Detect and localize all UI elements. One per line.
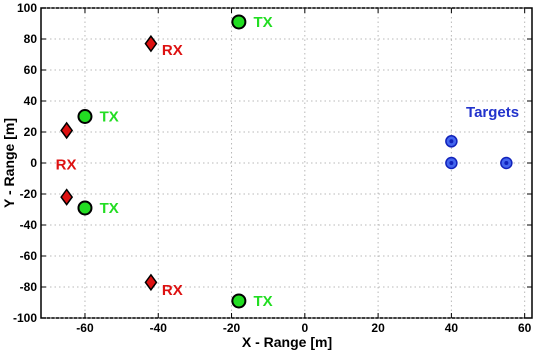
target-point-center: [504, 161, 509, 165]
x-tick-label: -20: [223, 321, 241, 335]
x-tick-label: 60: [518, 321, 532, 335]
axis-ticks: -60 -40 -20 0 20 40 60 -100 -80 -60 -40 -20 0 20 40 60 8…: [13, 1, 532, 335]
x-tick-label: -60: [76, 321, 94, 335]
y-tick-label: -20: [20, 187, 38, 201]
x-tick-label: -40: [150, 321, 168, 335]
y-tick-label: 40: [24, 94, 38, 108]
rx-point: [60, 188, 74, 206]
x-tick-label: 40: [445, 321, 459, 335]
y-tick-label: -100: [13, 311, 37, 325]
tx-point: [231, 293, 247, 309]
y-tick-label: 20: [24, 125, 38, 139]
y-tick-label: -80: [20, 280, 38, 294]
y-tick-label: 100: [17, 1, 37, 15]
rx-point: [60, 121, 74, 140]
target-point-center: [449, 161, 454, 165]
y-tick-label: -60: [20, 249, 38, 263]
annotation-label: RX: [162, 42, 183, 59]
annotation-label: TX: [100, 109, 119, 126]
annotation-label: TX: [100, 200, 119, 217]
plot-area: [40, 7, 533, 319]
y-tick-label: 0: [30, 156, 37, 170]
tx-point: [77, 109, 93, 124]
tx-point: [77, 200, 93, 216]
x-tick-label: 20: [371, 321, 385, 335]
y-tick-label: 80: [24, 32, 38, 46]
annotation-label: Targets: [466, 104, 519, 121]
annotations: TX TX TX TX RX RX RX Targets: [56, 14, 519, 310]
tx-point: [231, 14, 247, 30]
y-tick-label: 60: [24, 63, 38, 77]
rx-point: [144, 34, 158, 53]
rx-point: [144, 273, 158, 292]
x-tick-label: 0: [301, 321, 308, 335]
annotation-label: TX: [254, 14, 273, 31]
y-axis-label: Y - Range [m]: [1, 118, 17, 208]
annotation-label: TX: [254, 293, 273, 310]
x-axis-label: X - Range [m]: [242, 334, 332, 350]
target-point-center: [449, 139, 454, 144]
annotation-label: RX: [56, 157, 77, 174]
annotation-label: RX: [162, 282, 183, 299]
grid-lines: [41, 7, 532, 319]
data-marks: [60, 14, 513, 309]
y-tick-label: -40: [20, 218, 38, 232]
